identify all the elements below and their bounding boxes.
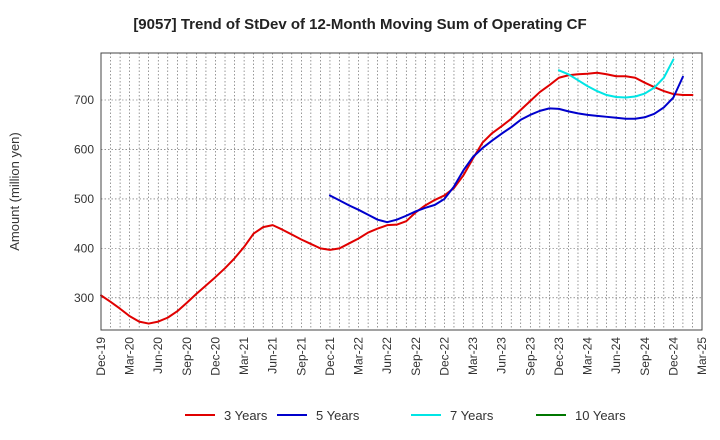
x-tick-label: Dec-19 [94, 337, 108, 376]
x-tick-label: Mar-25 [695, 337, 709, 375]
x-tick-label: Mar-23 [466, 337, 480, 375]
x-tick-label: Sep-23 [523, 337, 537, 376]
x-axis-ticks: Dec-19 Mar-20 Jun-20 Sep-20 Dec-20 Mar-21 Jun-… [94, 337, 709, 376]
x-tick-label: Sep-21 [294, 337, 308, 376]
plot-area [100, 52, 703, 331]
legend-label: 5 Years [316, 408, 360, 423]
x-tick-label: Mar-21 [237, 337, 251, 375]
y-tick-label: 700 [74, 93, 94, 107]
x-tick-label: Sep-24 [638, 337, 652, 376]
y-tick-label: 400 [74, 241, 94, 255]
series-line-3-years [100, 71, 694, 325]
x-tick-label: Mar-24 [581, 337, 595, 375]
series-line-7-years [557, 58, 675, 99]
x-tick-label: Jun-21 [266, 337, 280, 374]
legend-label: 10 Years [575, 408, 626, 423]
x-tick-label: Mar-22 [352, 337, 366, 375]
grid [101, 53, 702, 330]
x-tick-label: Jun-24 [609, 337, 623, 374]
y-axis-ticks: 300 400 500 600 700 [74, 93, 94, 305]
legend-label: 3 Years [224, 408, 268, 423]
y-axis-label: Amount (million yen) [7, 132, 22, 251]
legend-label: 7 Years [450, 408, 494, 423]
x-tick-label: Dec-20 [208, 337, 222, 376]
x-tick-label: Sep-22 [409, 337, 423, 376]
legend: 3 Years 5 Years 7 Years 10 Years [185, 408, 626, 423]
x-tick-label: Jun-23 [495, 337, 509, 374]
x-tick-label: Jun-20 [151, 337, 165, 374]
x-tick-label: Dec-24 [666, 337, 680, 376]
y-tick-label: 600 [74, 142, 94, 156]
x-tick-label: Sep-20 [180, 337, 194, 376]
series-line-5-years [328, 75, 684, 224]
x-tick-label: Dec-21 [323, 337, 337, 376]
x-tick-label: Mar-20 [123, 337, 137, 375]
y-tick-label: 300 [74, 291, 94, 305]
x-tick-label: Jun-22 [380, 337, 394, 374]
chart-title: [9057] Trend of StDev of 12-Month Moving… [133, 16, 586, 33]
x-tick-label: Dec-22 [437, 337, 451, 376]
x-tick-label: Dec-23 [552, 337, 566, 376]
series-lines [100, 58, 694, 325]
y-tick-label: 500 [74, 192, 94, 206]
